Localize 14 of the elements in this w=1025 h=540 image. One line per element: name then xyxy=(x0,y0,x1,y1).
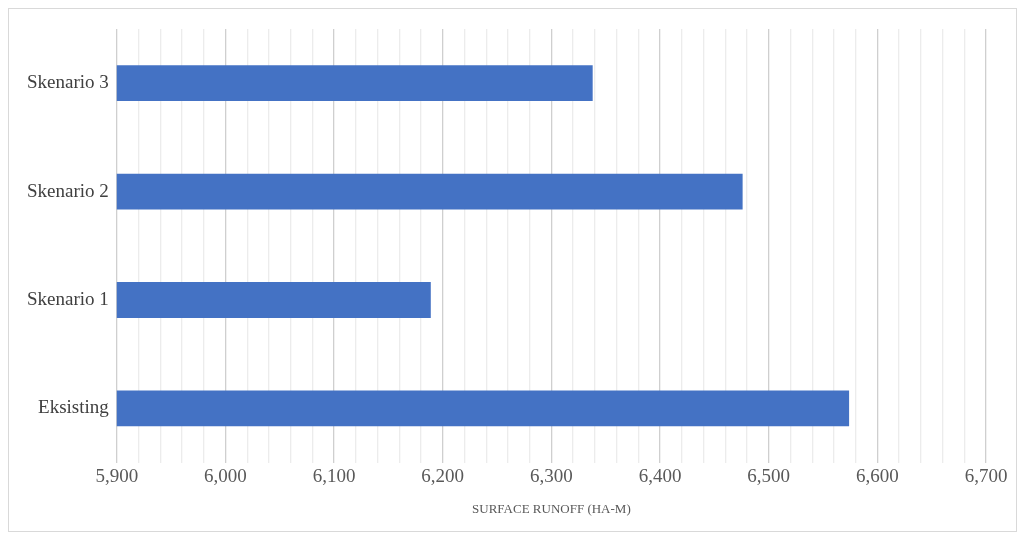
x-tick-label: 6,500 xyxy=(747,464,791,486)
x-axis-title: SURFACE RUNOFF (HA-M) xyxy=(472,500,631,516)
y-tick-label: Skenario 3 xyxy=(26,71,109,93)
y-tick-label: Eksisting xyxy=(38,396,110,418)
x-tick-label: 6,000 xyxy=(204,464,247,486)
x-tick-label: 6,200 xyxy=(421,464,465,486)
x-tick-label: 6,400 xyxy=(638,464,682,486)
x-tick-label: 6,700 xyxy=(964,464,1008,486)
x-tick-label: 6,300 xyxy=(530,464,573,486)
x-tick-label: 6,600 xyxy=(855,464,899,486)
x-tick-label: 5,900 xyxy=(95,464,139,486)
x-tick-label: 6,100 xyxy=(312,464,356,486)
y-tick-label: Skenario 2 xyxy=(26,179,109,201)
y-tick-label: Skenario 1 xyxy=(26,287,109,309)
